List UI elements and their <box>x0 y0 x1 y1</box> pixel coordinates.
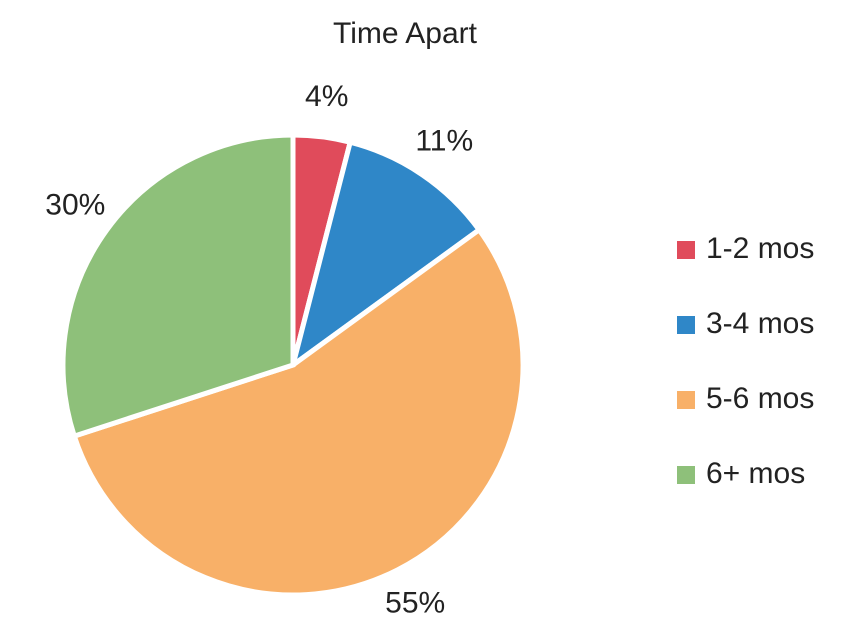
data-label: 30% <box>45 189 105 222</box>
data-label: 4% <box>305 80 348 113</box>
pie-slice <box>288 139 483 372</box>
legend-label: 1-2 mos <box>706 232 814 265</box>
pie-slice <box>71 226 526 598</box>
legend-label: 3-4 mos <box>706 307 814 340</box>
legend-label: 5-6 mos <box>706 382 814 415</box>
legend-swatch <box>677 466 695 484</box>
pie-slice <box>60 132 296 440</box>
legend-swatch <box>677 316 695 334</box>
legend-swatch <box>677 241 695 259</box>
data-label: 55% <box>385 587 445 620</box>
legend-swatch <box>677 391 695 409</box>
data-label: 11% <box>415 124 473 157</box>
chart-title: Time Apart <box>333 17 478 50</box>
legend-label: 6+ mos <box>706 457 805 490</box>
